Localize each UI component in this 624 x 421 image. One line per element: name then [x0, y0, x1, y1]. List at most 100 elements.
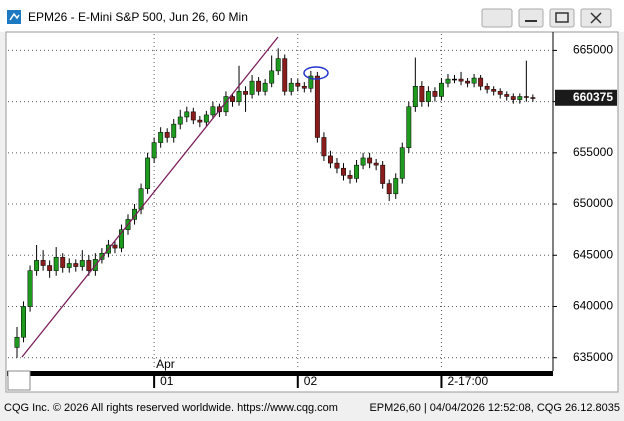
candle-body: [282, 58, 288, 92]
candle-body: [197, 119, 203, 123]
candle-body: [484, 85, 490, 90]
y-tick-label: 650000: [573, 196, 613, 210]
x-tick-mark: [153, 372, 156, 388]
candle-body: [53, 257, 59, 271]
x-tick-label: 01: [160, 374, 174, 388]
candle-body: [14, 336, 20, 348]
last-value-box: [555, 89, 617, 106]
candle-body: [112, 244, 118, 249]
link-button[interactable]: [481, 8, 513, 28]
candle-body: [523, 96, 529, 98]
candle-body: [190, 111, 196, 121]
x-tick-mark: [296, 372, 299, 388]
candle-body: [406, 106, 412, 148]
candle-body: [432, 91, 438, 97]
candle-body: [295, 82, 301, 87]
candle-body: [367, 157, 373, 164]
trend-line: [21, 36, 279, 358]
candle-body: [203, 114, 209, 123]
candle-body: [301, 85, 307, 89]
candle-body: [465, 80, 471, 84]
candle-body: [249, 80, 255, 95]
y-tick-label: 645000: [573, 247, 613, 261]
chart-area: [5, 31, 619, 393]
window-title: EPM26 - E-Mini S&P 500, Jun 26, 60 Min: [28, 10, 248, 24]
candle-body: [393, 178, 399, 195]
minimize-button[interactable]: [518, 8, 544, 28]
candle-body: [47, 265, 53, 271]
candle-body: [269, 70, 275, 84]
candle-body: [40, 260, 46, 266]
candle-body: [66, 263, 72, 268]
x-tick-label: 02: [304, 374, 318, 388]
candle-body: [243, 91, 249, 95]
plot: 6350006400006450006500006550006600006650…: [8, 34, 617, 388]
month-label: Apr: [156, 357, 175, 371]
candle-body: [119, 229, 124, 249]
candle-body: [471, 77, 477, 84]
candle-body: [530, 97, 536, 99]
maximize-button[interactable]: [549, 8, 575, 28]
candle-body: [158, 132, 164, 143]
candle-body: [79, 260, 85, 267]
candle-body: [425, 91, 431, 102]
candle-body: [145, 157, 151, 189]
candle-body: [458, 78, 464, 82]
candle-body: [347, 175, 353, 179]
candle-body: [452, 78, 457, 81]
candle-body: [73, 263, 79, 267]
candle-body: [399, 147, 405, 179]
candle-body: [27, 270, 33, 307]
candle-body: [419, 85, 425, 102]
footer-copyright: CQG Inc. © 2026 All rights reserved worl…: [4, 402, 338, 414]
candle-body: [256, 80, 262, 92]
candle-body: [236, 91, 242, 102]
candle-body: [184, 111, 190, 118]
candle-body: [314, 75, 320, 138]
candle-body: [386, 183, 392, 195]
candle-body: [510, 96, 516, 100]
candle-body: [354, 164, 360, 179]
candle-body: [151, 142, 157, 159]
candle-body: [164, 132, 170, 138]
candle-body: [21, 306, 26, 338]
candle-body: [34, 260, 40, 271]
candle-body: [334, 162, 340, 169]
y-tick-label: 665000: [573, 43, 613, 57]
candle-body: [341, 167, 346, 176]
corner-box: [7, 370, 31, 391]
candle-body: [86, 260, 92, 271]
candle-body: [288, 82, 294, 92]
candle-body: [321, 137, 327, 157]
candle-body: [478, 77, 484, 87]
candle-body: [497, 91, 503, 95]
highlight-ellipse: [303, 66, 329, 80]
candle-body: [504, 94, 510, 97]
candle-body: [308, 75, 314, 89]
candle-body: [373, 162, 379, 166]
candle-body: [445, 78, 451, 84]
footer-status: EPM26,60 | 04/04/2026 12:52:08, CQG 26.1…: [369, 402, 620, 414]
candle-body: [230, 96, 235, 102]
candle-body: [380, 164, 386, 184]
candle-body: [439, 82, 444, 97]
candle-body: [491, 89, 497, 92]
candle-body: [171, 123, 177, 138]
candle-body: [210, 106, 216, 116]
candle-body: [177, 116, 183, 125]
x-tick-label: 2-17:00: [447, 374, 488, 388]
x-tick-mark: [440, 372, 443, 388]
candle-body: [360, 157, 366, 166]
y-tick-label: 640000: [573, 299, 613, 313]
x-axis-bar: [7, 371, 553, 376]
y-tick-label: 635000: [573, 350, 613, 364]
candle-body: [517, 96, 523, 100]
last-value-label: 660375: [573, 90, 613, 104]
candle-body: [60, 257, 66, 268]
candle-body: [262, 82, 268, 92]
candle-body: [275, 58, 281, 72]
candle-body: [327, 155, 333, 164]
app-icon: [7, 10, 21, 24]
candle-body: [412, 85, 418, 107]
